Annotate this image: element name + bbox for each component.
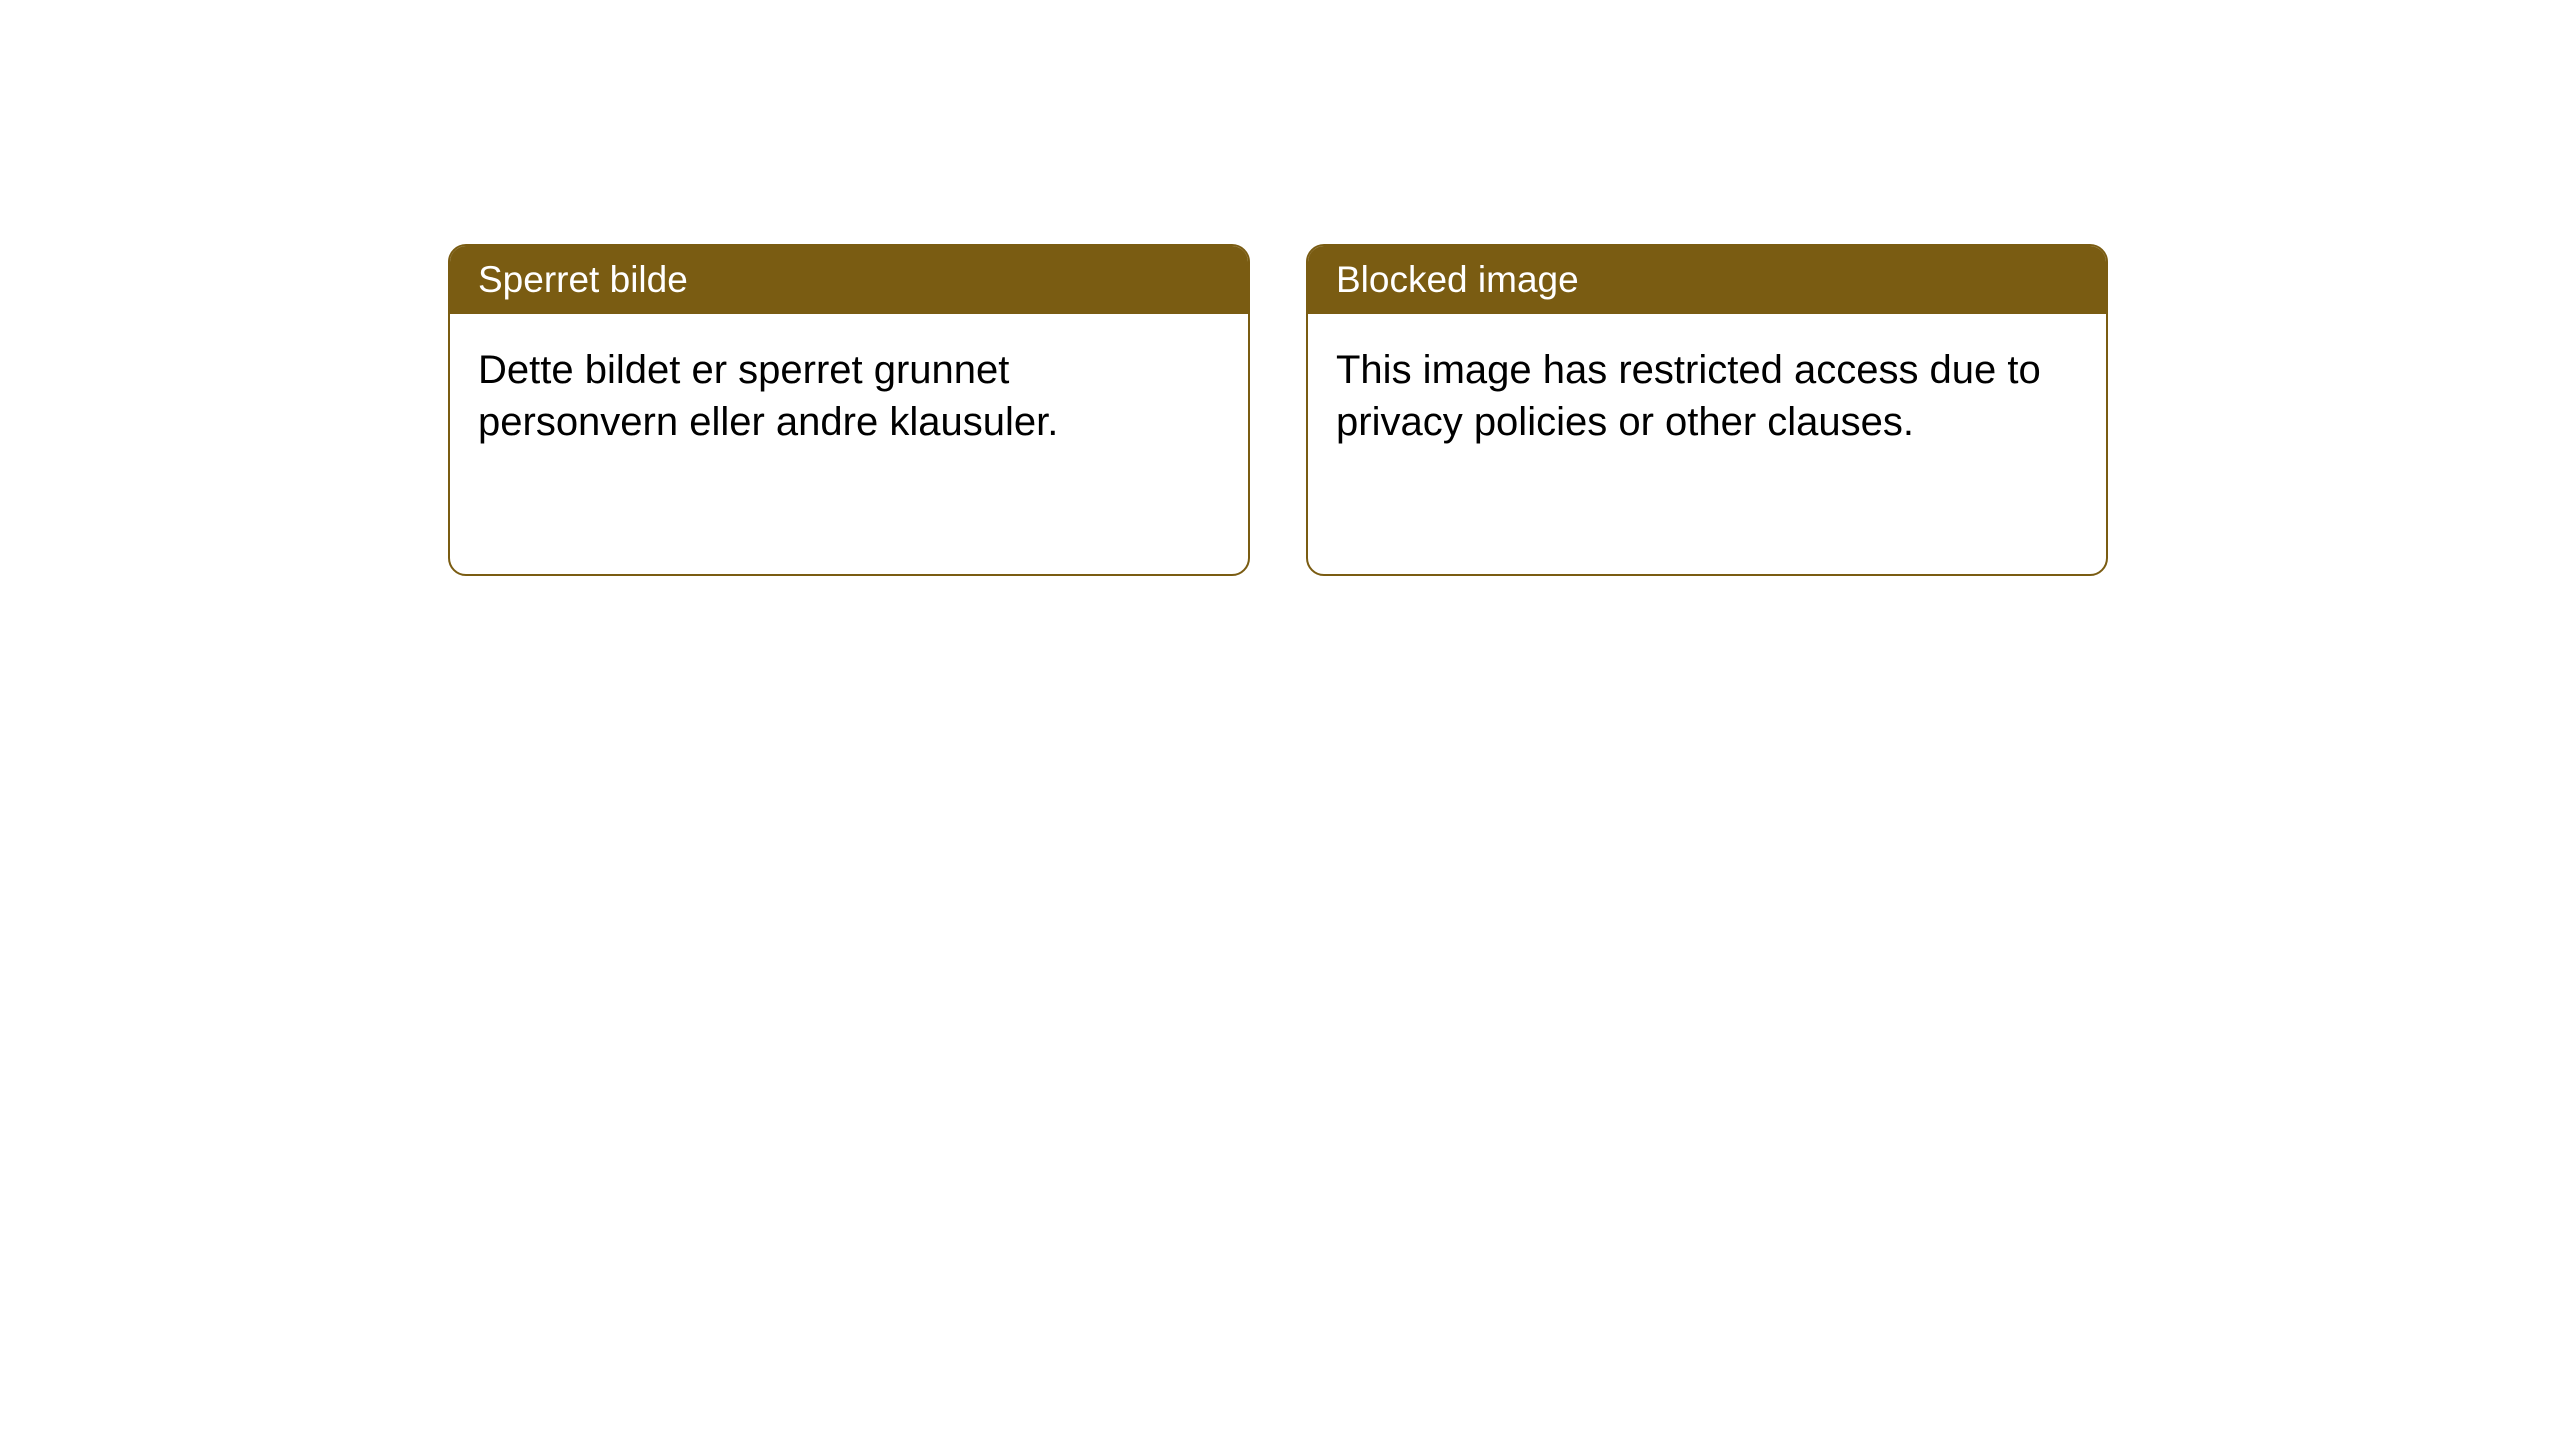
notice-card-norwegian: Sperret bilde Dette bildet er sperret gr…: [448, 244, 1250, 576]
notices-container: Sperret bilde Dette bildet er sperret gr…: [448, 244, 2108, 576]
notice-body: Dette bildet er sperret grunnet personve…: [450, 314, 1248, 478]
notice-header: Blocked image: [1308, 246, 2106, 314]
notice-card-english: Blocked image This image has restricted …: [1306, 244, 2108, 576]
notice-header: Sperret bilde: [450, 246, 1248, 314]
notice-body: This image has restricted access due to …: [1308, 314, 2106, 478]
